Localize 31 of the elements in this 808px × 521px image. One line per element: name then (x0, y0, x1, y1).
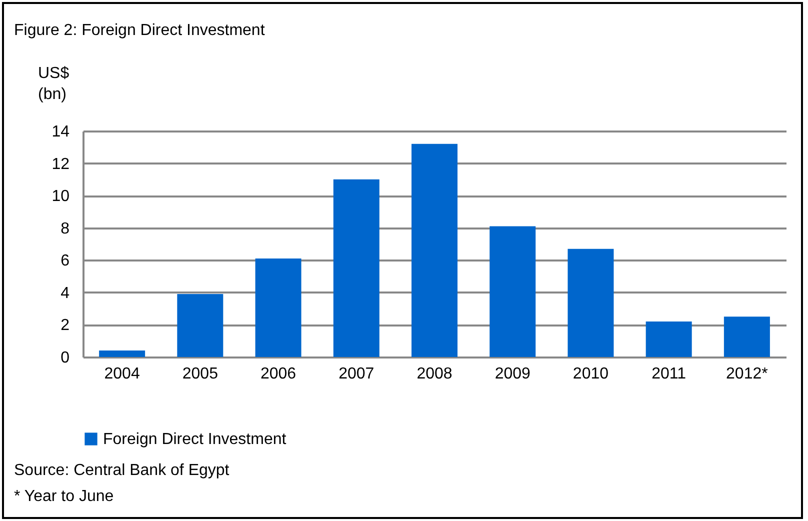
x-tick-label: 2005 (182, 366, 218, 382)
x-tick-label: 2008 (416, 366, 452, 382)
y-tick-label: 10 (52, 188, 70, 206)
text: * Year to June (14, 487, 115, 507)
y-axis-title: US$ (bn) (38, 64, 70, 105)
y-tick-label: 8 (60, 220, 70, 238)
bar (646, 321, 692, 357)
bar (490, 226, 536, 357)
bar (724, 316, 770, 357)
source-note: Source: Central Bank of Egypt (14, 461, 230, 481)
chart-title: Figure 2: Foreign Direct Investment (14, 22, 265, 40)
y-tick-label: 0 (60, 350, 70, 366)
y-tick-label: 12 (52, 156, 70, 173)
x-tick-label: 2010 (572, 366, 609, 382)
x-tick-label: 2009 (494, 366, 531, 382)
x-tick-label: 2012* (726, 366, 768, 382)
bar (333, 179, 380, 357)
bar (177, 294, 224, 357)
y-tick-label: 4 (60, 284, 70, 302)
y-tick-label: 2 (60, 317, 70, 334)
x-tick-label: 2006 (260, 366, 296, 382)
x-tick-label: 2011 (652, 366, 686, 382)
x-tick-label: 2007 (338, 366, 374, 382)
y-tick-label: 6 (60, 252, 70, 270)
bar (255, 258, 302, 357)
bar (568, 248, 614, 357)
y-tick-label: 14 (52, 124, 70, 140)
legend-label: Foreign Direct Investment (103, 431, 287, 448)
bar (99, 350, 146, 357)
bar (412, 144, 458, 357)
x-tick-label: 2004 (104, 366, 140, 382)
